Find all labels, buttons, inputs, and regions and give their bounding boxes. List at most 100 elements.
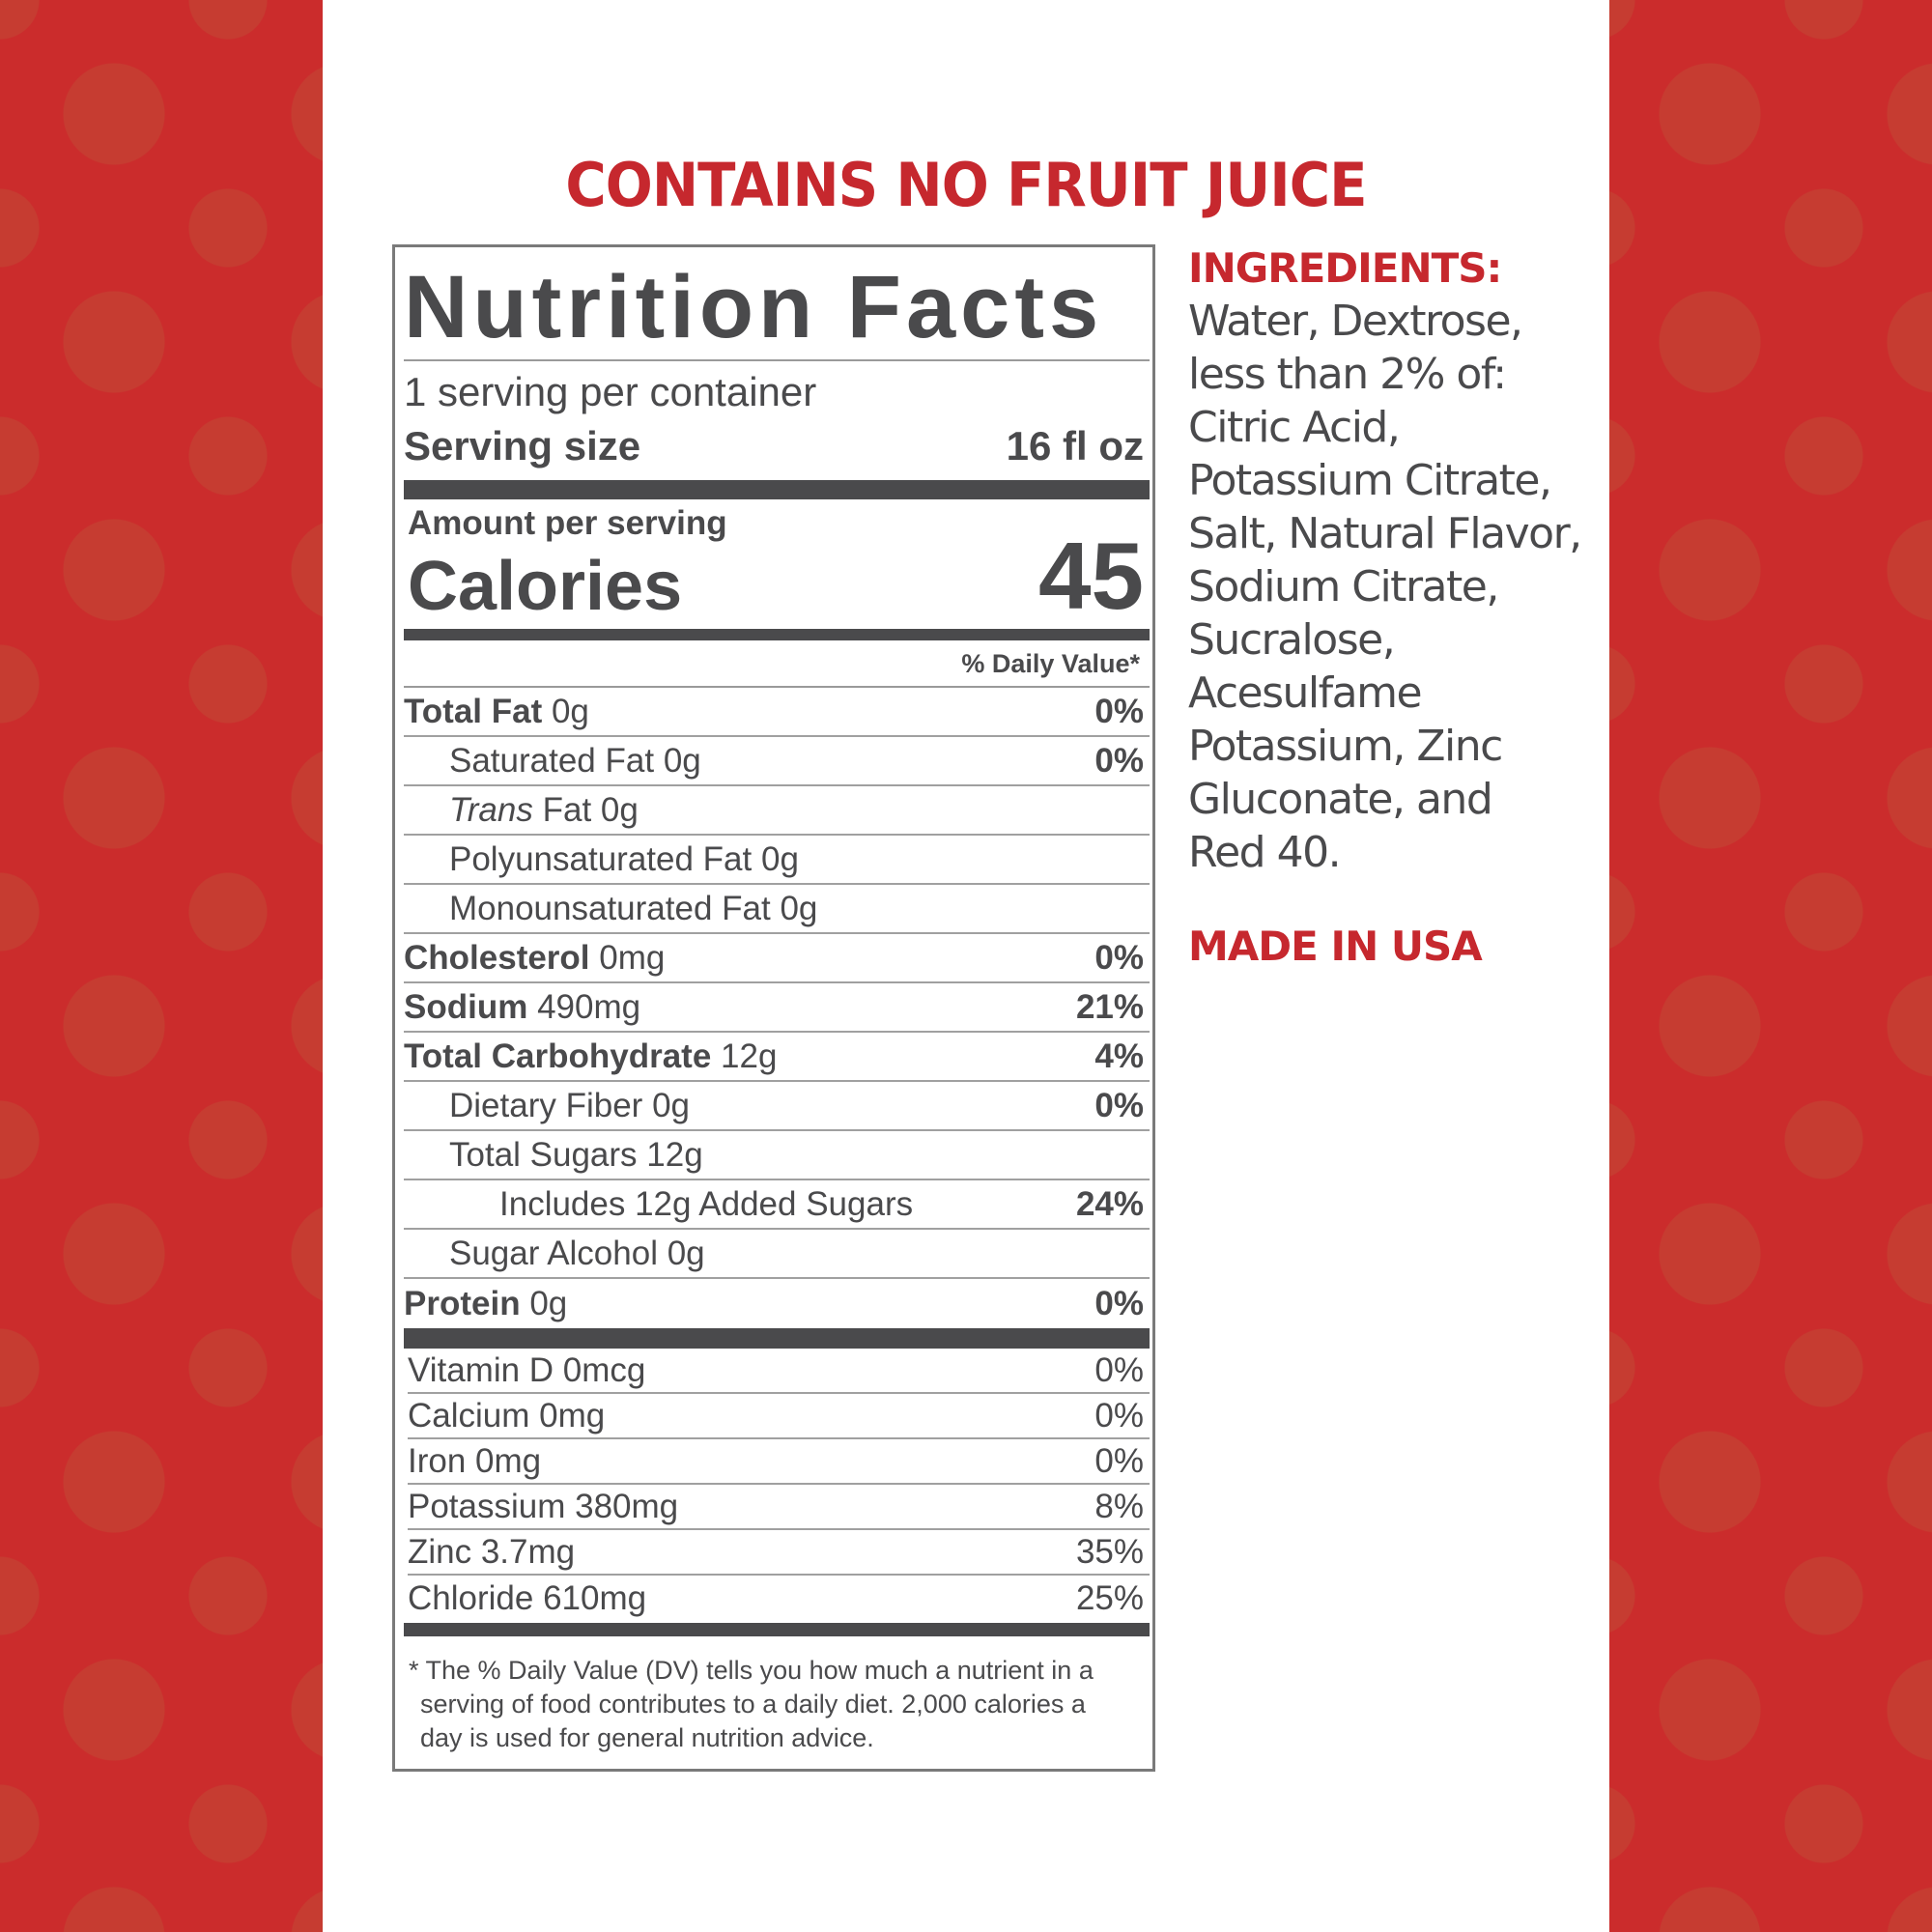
nutrient-name: Total Sugars 12g xyxy=(404,1136,703,1175)
nutrient-amount: 0g xyxy=(780,889,818,927)
footnote: * The % Daily Value (DV) tells you how m… xyxy=(409,1656,1094,1752)
thick-divider xyxy=(404,480,1150,499)
nutrient-row: Cholesterol 0mg 0% xyxy=(404,934,1150,983)
nutrient-label: Dietary Fiber xyxy=(449,1086,643,1124)
vitamin-text: Calcium 0mg xyxy=(408,1396,606,1435)
serving-size-label: Serving size xyxy=(404,423,641,469)
calories-row: Calories 45 xyxy=(404,523,1150,629)
ingredient-line: Sodium Citrate, xyxy=(1188,562,1499,611)
nutrient-amount: 0g xyxy=(663,741,701,780)
divider xyxy=(404,686,1150,688)
nutrient-name: Monounsaturated Fat 0g xyxy=(404,890,817,928)
nutrient-daily-value: 0% xyxy=(1094,1284,1144,1322)
ingredient-line: Acesulfame xyxy=(1188,668,1423,718)
ingredient-line: Gluconate, and xyxy=(1188,775,1493,824)
nutrient-row: Total Carbohydrate 12g 4% xyxy=(404,1033,1150,1082)
nutrient-row: Saturated Fat 0g 0% xyxy=(404,737,1150,786)
nutrient-row: Protein 0g 0% xyxy=(404,1279,1150,1328)
nutrient-amount: 0g xyxy=(760,839,799,878)
nutrient-label: Saturated Fat xyxy=(449,741,655,780)
nutrient-row: Sodium 490mg 21% xyxy=(404,983,1150,1033)
nutrient-daily-value: 0% xyxy=(1094,692,1144,730)
nutrient-daily-value: 0% xyxy=(1094,741,1144,780)
nutrient-daily-value: 0% xyxy=(1094,938,1144,977)
vitamin-daily-value: 0% xyxy=(1094,1396,1144,1435)
nutrient-name: Sugar Alcohol 0g xyxy=(404,1235,705,1273)
nutrient-row: Polyunsaturated Fat 0g xyxy=(404,836,1150,885)
nutrient-name: Protein 0g xyxy=(404,1285,567,1323)
serving-size-value: 16 fl oz xyxy=(1006,423,1144,469)
nutrient-row: Sugar Alcohol 0g xyxy=(404,1230,1150,1279)
nutrient-label: Sodium xyxy=(404,987,528,1026)
nutrient-name: Dietary Fiber 0g xyxy=(404,1087,690,1125)
vitamin-row: Iron 0mg 0% xyxy=(408,1439,1150,1485)
nutrient-label: Cholesterol xyxy=(404,938,590,977)
ingredient-line: Citric Acid, xyxy=(1188,403,1401,452)
nutrient-row: Trans Fat 0g xyxy=(404,786,1150,836)
vitamin-text: Iron 0mg xyxy=(408,1441,542,1480)
nutrient-amount: 0g xyxy=(529,1284,568,1322)
ingredient-line: less than 2% of: xyxy=(1188,350,1507,399)
vitamin-row: Calcium 0mg 0% xyxy=(408,1394,1150,1439)
nutrient-amount: 12g xyxy=(721,1037,778,1075)
medium-divider xyxy=(404,1623,1150,1636)
ingredient-line: Water, Dextrose, xyxy=(1188,297,1523,346)
nutrient-name: Total Carbohydrate 12g xyxy=(404,1037,777,1076)
nutrient-amount: 0g xyxy=(551,692,589,730)
vitamin-text: Vitamin D 0mcg xyxy=(408,1350,646,1389)
nutrient-label: Includes 12g Added Sugars xyxy=(499,1184,914,1223)
servings-per-container: 1 serving per container xyxy=(404,369,817,414)
ingredients-section: INGREDIENTS: Water, Dextrose, less than 2… xyxy=(1188,242,1604,879)
ingredient-line: Potassium Citrate, xyxy=(1188,456,1552,505)
made-in-usa: MADE IN USA xyxy=(1188,923,1483,970)
daily-value-header: % Daily Value* xyxy=(961,649,1140,678)
nutrient-daily-value: 24% xyxy=(1075,1184,1144,1223)
vitamin-daily-value: 35% xyxy=(1075,1532,1144,1571)
nutrient-name: Sodium 490mg xyxy=(404,988,640,1027)
nutrient-label: Protein xyxy=(404,1284,521,1322)
nutrient-name: Cholesterol 0mg xyxy=(404,939,665,978)
nutrient-amount: 490mg xyxy=(537,987,641,1026)
nutrient-daily-value: 4% xyxy=(1094,1037,1144,1075)
ingredient-line: Red 40. xyxy=(1188,828,1342,877)
calories-label: Calories xyxy=(408,548,683,625)
nutrient-row: Total Fat 0g 0% xyxy=(404,688,1150,737)
nutrient-name: Trans Fat 0g xyxy=(404,791,639,830)
nutrient-daily-value: 0% xyxy=(1094,1086,1144,1124)
nutrient-amount: 12g xyxy=(646,1135,703,1174)
label-title: Nutrition Facts xyxy=(404,258,1104,356)
nutrient-name: Includes 12g Added Sugars xyxy=(404,1185,913,1224)
headline: CONTAINS NO FRUIT JUICE xyxy=(565,150,1367,220)
nutrient-row: Monounsaturated Fat 0g xyxy=(404,885,1150,934)
nutrient-label-suffix: Fat xyxy=(542,790,592,829)
thick-divider xyxy=(404,1328,1150,1349)
nutrient-daily-value: 21% xyxy=(1075,987,1144,1026)
nutrient-row: Total Sugars 12g xyxy=(404,1131,1150,1180)
nutrition-facts-label: Nutrition Facts 1 serving per container … xyxy=(392,244,1155,1772)
vitamin-text: Potassium 380mg xyxy=(408,1487,679,1525)
vitamin-daily-value: 25% xyxy=(1075,1578,1144,1617)
nutrient-label: Polyunsaturated Fat xyxy=(449,839,753,878)
vitamin-daily-value: 0% xyxy=(1094,1441,1144,1480)
nutrient-amount: 0g xyxy=(652,1086,690,1124)
ingredient-line: Potassium, Zinc xyxy=(1188,722,1503,771)
nutrient-amount: 0g xyxy=(667,1234,705,1272)
ingredients-heading: INGREDIENTS: xyxy=(1188,244,1502,292)
vitamin-text: Zinc 3.7mg xyxy=(408,1532,576,1571)
vitamin-daily-value: 0% xyxy=(1094,1350,1144,1389)
vitamin-text: Chloride 610mg xyxy=(408,1578,647,1617)
ingredient-line: Sucralose, xyxy=(1188,615,1396,665)
divider xyxy=(404,359,1150,361)
nutrient-name: Total Fat 0g xyxy=(404,693,589,731)
vitamin-daily-value: 8% xyxy=(1094,1487,1144,1525)
vitamin-row: Potassium 380mg 8% xyxy=(408,1485,1150,1530)
nutrient-label: Trans xyxy=(449,790,533,829)
nutrient-amount: 0mg xyxy=(599,938,666,977)
nutrient-label: Total Fat xyxy=(404,692,543,730)
ingredient-line: Salt, Natural Flavor, xyxy=(1188,509,1582,558)
vitamin-row: Chloride 610mg 25% xyxy=(408,1576,1150,1621)
nutrient-label: Total Sugars xyxy=(449,1135,638,1174)
serving-size-row: Serving size 16 fl oz xyxy=(404,423,1150,469)
medium-divider xyxy=(404,629,1150,640)
nutrient-row: Dietary Fiber 0g 0% xyxy=(404,1082,1150,1131)
